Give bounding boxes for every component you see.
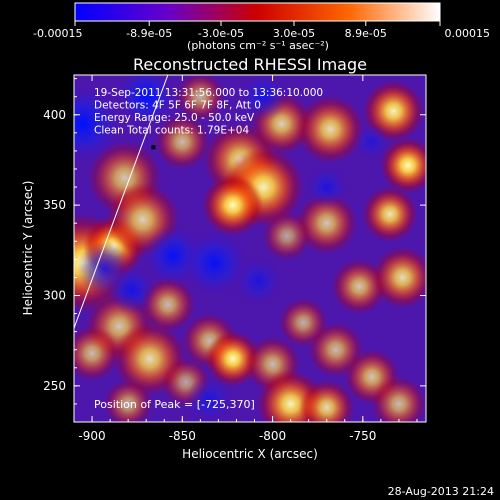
annotation-block: 19-Sep-2011 13:31:56.000 to 13:36:10.000…	[94, 87, 323, 137]
negative-blob	[107, 265, 157, 315]
negative-blob	[184, 375, 234, 422]
y-tick-label: 300	[43, 288, 66, 302]
x-tick-label: -900	[78, 429, 105, 443]
colorbar-tick-label: 3.0e-05	[273, 27, 315, 40]
x-axis: -900 -850 -800 -750	[73, 75, 418, 443]
emission-blob	[103, 379, 153, 422]
colorbar-ticks: -0.00015 -8.9e-05 -3.0e-05 3.0e-05 8.9e-05 0.…	[33, 21, 490, 40]
colorbar-units-label: (photons cm⁻² s⁻¹ asec⁻²)	[187, 39, 329, 52]
colorbar-tick-label: -8.9e-05	[126, 27, 172, 40]
emission-blob	[175, 75, 225, 122]
y-tick-label: 400	[43, 108, 66, 122]
plot-frame	[73, 74, 427, 423]
emission-blob	[154, 114, 210, 170]
x-tick-label: -800	[259, 429, 286, 443]
x-tick-label: -850	[169, 429, 196, 443]
emission-blob	[299, 379, 355, 422]
emission-blob	[362, 186, 418, 242]
emission-blob	[296, 95, 365, 163]
negative-blob	[353, 123, 391, 161]
colorbar-tick-label: 8.9e-05	[345, 27, 387, 40]
peak-position-label: Position of Peak = [-725,370]	[94, 398, 255, 411]
negative-blob	[115, 75, 177, 128]
limb-line	[74, 75, 169, 329]
colorbar-tick-label: -3.0e-05	[198, 27, 244, 40]
annotation-line: Detectors: 4F 5F 6F 7F 8F, Att 0	[94, 100, 261, 112]
peak-marker	[151, 145, 156, 150]
negative-blob	[233, 256, 283, 306]
y-axis: 250 300 350 400	[43, 78, 426, 423]
annotation-line: Energy Range: 25.0 - 50.0 keV	[94, 112, 255, 124]
negative-blob	[305, 165, 349, 209]
chart-title: Reconstructed RHESSI Image	[133, 55, 367, 74]
emission-blob	[380, 137, 426, 193]
emission-blob	[371, 376, 426, 422]
annotation-line: Clean Total counts: 1.79E+04	[94, 125, 249, 137]
x-axis-label: Heliocentric X (arcsec)	[182, 447, 318, 461]
annotation-line: 19-Sep-2011 13:31:56.000 to 13:36:10.000	[94, 87, 323, 99]
emission-blob	[74, 325, 120, 381]
negative-blob	[74, 83, 123, 164]
negative-blob	[181, 229, 249, 297]
colorbar-tick-label: 0.00015	[445, 27, 491, 40]
y-axis-label: Heliocentric Y (arcsec)	[21, 181, 35, 316]
colorbar	[74, 2, 441, 22]
colorbar-tick-label: -0.00015	[33, 27, 82, 40]
emission-blob	[262, 211, 312, 261]
y-tick-label: 250	[43, 379, 66, 393]
x-tick-label: -750	[349, 429, 376, 443]
render-timestamp: 28-Aug-2013 21:24	[387, 485, 494, 498]
emission-blob	[371, 246, 426, 309]
negative-blob	[238, 75, 289, 122]
emission-blob	[202, 174, 264, 236]
y-tick-label: 350	[43, 198, 66, 212]
